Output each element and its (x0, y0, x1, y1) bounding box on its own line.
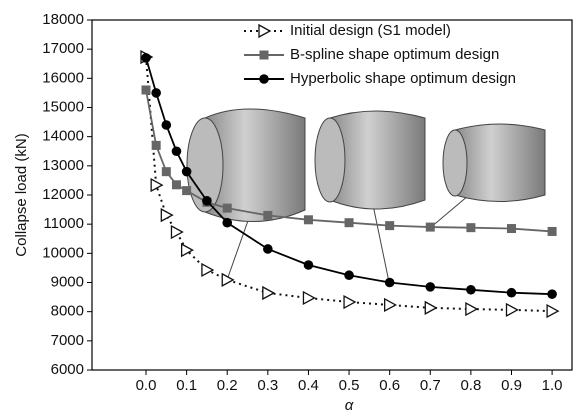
legend-marker (259, 25, 270, 37)
marker (222, 218, 232, 228)
y-tick-label: 17000 (42, 40, 84, 57)
y-tick-label: 16000 (42, 69, 84, 86)
chart: Collapse load (kN) α 6000 7000 8000 9000 100… (0, 0, 576, 414)
marker (222, 274, 233, 286)
y-tick-label: 11000 (43, 215, 84, 232)
marker (171, 226, 182, 238)
y-tick-label: 6000 (51, 361, 84, 378)
marker (142, 86, 151, 95)
x-tick-label: 0.0 (136, 377, 157, 394)
y-tick-label: 8000 (51, 303, 84, 320)
marker (507, 288, 517, 298)
marker (161, 209, 172, 221)
marker (466, 223, 475, 232)
marker (172, 180, 181, 189)
marker (303, 292, 314, 304)
y-tick-label: 7000 (51, 332, 84, 349)
y-tick-label: 9000 (51, 273, 84, 290)
marker (425, 282, 435, 292)
y-axis-label: Collapse load (kN) (13, 133, 30, 256)
marker (426, 223, 435, 232)
marker (162, 167, 171, 176)
legend-label: Initial design (S1 model) (290, 22, 451, 39)
marker (345, 218, 354, 227)
y-tick-label: 14000 (42, 128, 84, 145)
y-tick-label: 18000 (42, 11, 84, 28)
marker (425, 302, 436, 314)
marker (172, 146, 182, 156)
marker (263, 244, 273, 254)
marker (182, 186, 191, 195)
x-tick-label: 0.5 (339, 377, 360, 394)
marker (263, 211, 272, 220)
cylinder-end (315, 118, 345, 202)
marker (466, 303, 477, 315)
marker (202, 264, 213, 276)
marker (385, 299, 396, 311)
x-axis-label: α (345, 397, 354, 414)
legend-label: Hyperbolic shape optimum design (290, 70, 516, 87)
cylinders (187, 109, 545, 282)
marker (385, 278, 395, 288)
y-tick-label: 10000 (42, 244, 84, 261)
y-tick-label: 12000 (42, 186, 84, 203)
marker (182, 244, 193, 256)
x-tick-label: 0.3 (257, 377, 278, 394)
x-tick-label: 1.0 (542, 377, 563, 394)
marker (385, 221, 394, 230)
marker (548, 227, 557, 236)
marker (202, 196, 212, 206)
marker (507, 224, 516, 233)
cylinder-end (443, 130, 467, 196)
legend-marker (259, 74, 269, 84)
marker (344, 296, 355, 308)
marker (223, 204, 232, 213)
legend-label: B-spline shape optimum design (290, 46, 499, 63)
pointer (372, 200, 389, 282)
marker (182, 167, 192, 177)
x-tick-label: 0.1 (176, 377, 197, 394)
marker (547, 305, 558, 317)
marker (152, 141, 161, 150)
x-tick-label: 0.8 (460, 377, 481, 394)
marker (304, 260, 314, 270)
legend-marker (260, 51, 269, 60)
marker (304, 215, 313, 224)
marker (141, 53, 151, 63)
marker (151, 88, 161, 98)
x-tick-label: 0.9 (501, 377, 522, 394)
marker (162, 120, 172, 130)
marker (506, 304, 517, 316)
y-tick-label: 15000 (42, 98, 84, 115)
marker (547, 289, 557, 299)
marker (263, 287, 274, 299)
cylinder (455, 124, 545, 202)
x-tick-label: 0.2 (217, 377, 238, 394)
x-tick-label: 0.4 (298, 377, 319, 394)
y-tick-label: 13000 (42, 157, 84, 174)
x-tick-label: 0.6 (379, 377, 400, 394)
x-tick-label: 0.7 (420, 377, 441, 394)
marker (344, 270, 354, 280)
marker (466, 285, 476, 295)
